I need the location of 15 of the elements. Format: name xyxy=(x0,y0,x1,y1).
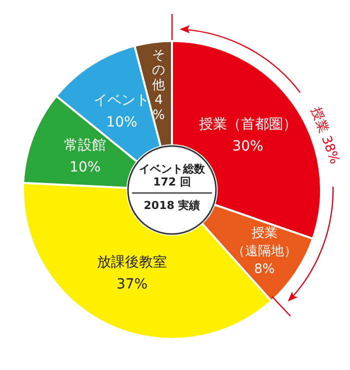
slice-label: 授業（遠隔地） xyxy=(232,226,297,259)
text: 授業 38% xyxy=(308,105,342,166)
slice-label: その他 xyxy=(152,48,166,94)
text: 2018 実績 xyxy=(144,198,200,212)
slice-label: 放課後教室 xyxy=(97,254,168,271)
data-label: 8% xyxy=(254,262,275,277)
slice-label: 常設館 xyxy=(64,137,106,154)
slice-label: イベント xyxy=(94,92,150,108)
data-label: 30% xyxy=(232,138,264,155)
data-label: 4% xyxy=(152,93,165,124)
data-label: 10% xyxy=(70,159,101,176)
slice-label: 授業（首都圏） xyxy=(198,116,297,133)
data-label: 37% xyxy=(116,276,148,293)
text: イベント総数 172 回 xyxy=(139,162,206,188)
data-label: 10% xyxy=(106,114,138,130)
